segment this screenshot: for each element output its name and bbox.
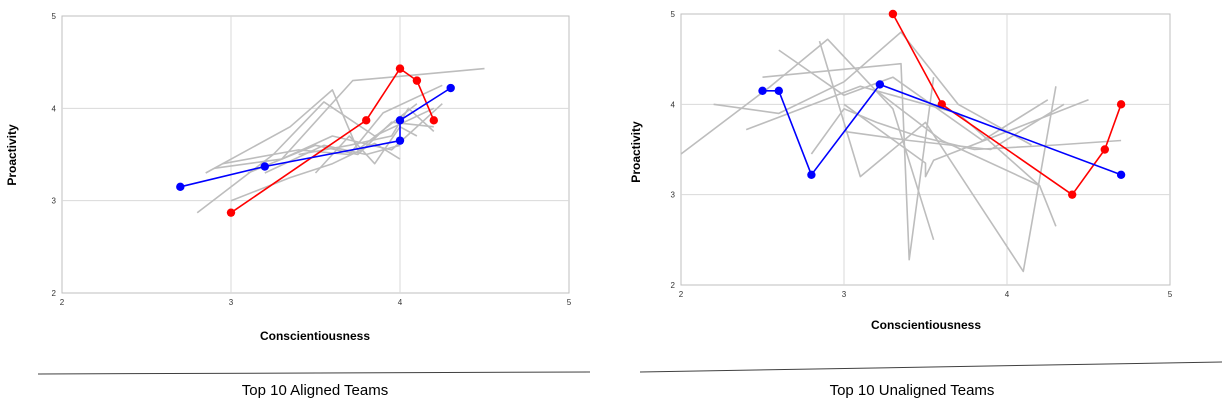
data-point-blue <box>176 182 185 192</box>
x-tick-label: 4 <box>398 298 403 307</box>
data-point-red <box>1100 145 1110 154</box>
x-axis-title: Conscientiousness <box>260 329 370 343</box>
x-tick-label: 5 <box>567 298 572 307</box>
x-tick-label: 2 <box>679 290 684 299</box>
data-point-blue <box>758 86 767 95</box>
x-tick-label: 5 <box>1168 290 1173 299</box>
unaligned-caption: Top 10 Unaligned Teams <box>830 382 995 399</box>
data-point-red <box>226 208 236 217</box>
x-tick-label: 4 <box>1005 290 1010 299</box>
x-tick-label: 2 <box>60 298 65 307</box>
team-line-gray <box>843 103 1065 151</box>
team-line-gray <box>818 40 1057 273</box>
team-line-gray <box>247 121 434 174</box>
team-line-gray <box>196 101 435 214</box>
team-line-gray <box>843 99 1089 178</box>
data-point-blue <box>260 162 269 171</box>
y-tick-label: 5 <box>671 10 676 19</box>
data-point-blue <box>395 136 405 145</box>
x-axis-title: Conscientiousness <box>871 318 981 332</box>
y-tick-label: 2 <box>52 289 57 298</box>
y-tick-label: 5 <box>52 12 57 21</box>
right-divider-line <box>639 361 1223 373</box>
data-point-red <box>362 116 371 125</box>
data-point-blue <box>875 80 885 89</box>
team-line-gray <box>810 108 1122 155</box>
data-point-red <box>888 9 898 19</box>
y-tick-label: 4 <box>671 100 676 109</box>
team-line-gray <box>213 103 443 170</box>
team-line-gray <box>762 62 935 261</box>
data-point-blue <box>446 83 455 93</box>
plot-frame <box>680 13 1171 286</box>
y-tick-label: 3 <box>671 191 676 200</box>
plot-frame <box>61 15 570 294</box>
aligned-caption: Top 10 Aligned Teams <box>242 382 389 399</box>
y-tick-label: 4 <box>52 104 57 113</box>
y-axis-title: Proactivity <box>5 124 19 186</box>
team-line-gray <box>876 90 1057 227</box>
left-divider-line <box>37 371 591 375</box>
team-line-gray <box>222 84 443 165</box>
team-line-gray <box>778 49 1049 142</box>
y-axis-title: Proactivity <box>629 121 643 183</box>
team-line-gray <box>281 67 485 160</box>
team-line-gray <box>264 144 401 174</box>
data-point-red <box>412 76 422 85</box>
x-tick-label: 3 <box>842 290 847 299</box>
chart-1: 2 3 4 5 2 3 4 5 Conscientiousness Proactivity <box>629 9 1173 332</box>
chart-0: 2 3 4 5 2 3 4 5 Conscientiousness Proactivity <box>5 12 572 343</box>
y-tick-label: 2 <box>671 281 676 290</box>
team-line-gray <box>298 107 435 156</box>
data-point-red <box>1068 190 1077 199</box>
data-point-red <box>395 64 405 73</box>
data-point-blue <box>774 86 783 95</box>
data-point-blue <box>807 170 816 179</box>
x-tick-label: 3 <box>229 298 234 307</box>
team-line-blue <box>762 83 1122 176</box>
data-point-red <box>429 116 438 125</box>
team-line-gray <box>745 85 1041 187</box>
data-point-blue <box>395 116 405 125</box>
y-tick-label: 3 <box>52 197 57 206</box>
data-point-blue <box>1116 170 1126 179</box>
data-point-red <box>1116 100 1126 109</box>
team-line-gray <box>713 31 1032 146</box>
